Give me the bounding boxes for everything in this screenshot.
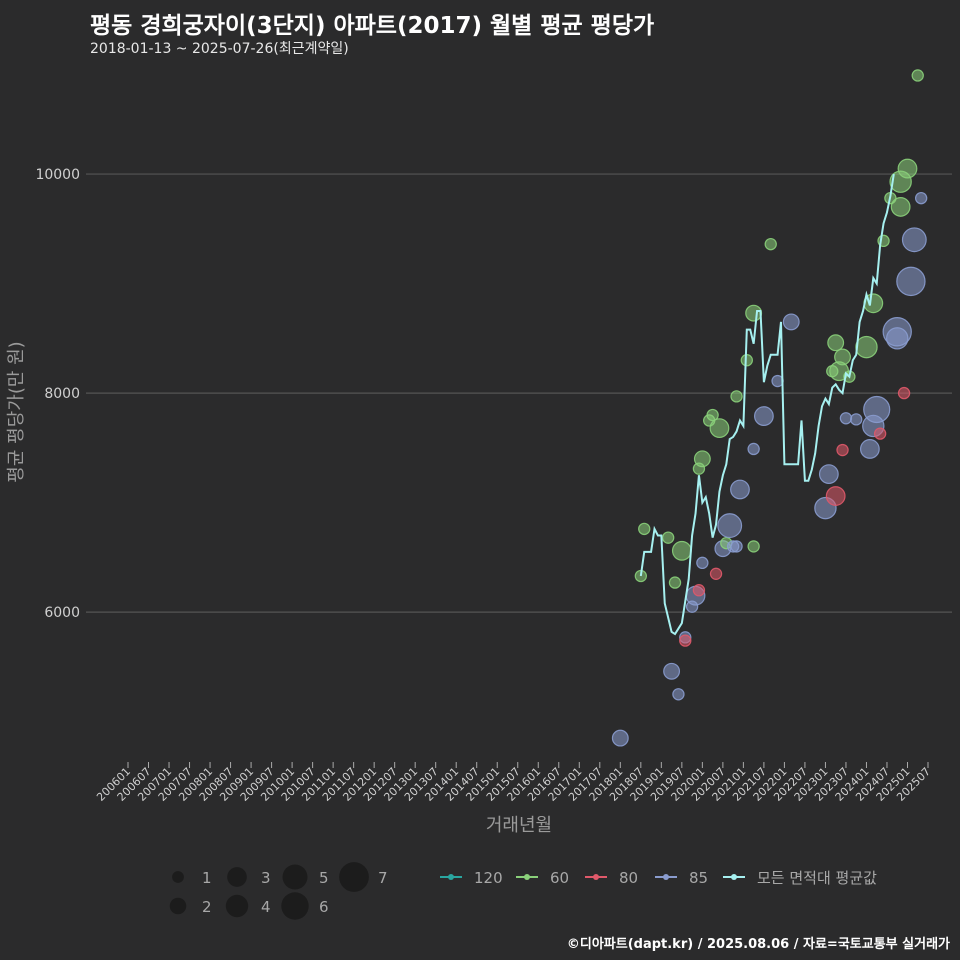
size-legend-dot bbox=[169, 897, 187, 915]
scatter-points bbox=[611, 69, 928, 747]
y-axis-title: 평균 평당가(만 원) bbox=[6, 341, 27, 482]
size-legend-label: 2 bbox=[202, 898, 212, 916]
point-area-60 bbox=[827, 334, 845, 352]
size-legend-label: 4 bbox=[261, 898, 271, 916]
legend-label-120: 120 bbox=[474, 869, 503, 887]
point-area-80 bbox=[873, 427, 887, 440]
point-area-85 bbox=[896, 266, 926, 297]
point-area-85 bbox=[730, 479, 750, 500]
point-area-60 bbox=[911, 69, 924, 82]
point-area-85 bbox=[782, 313, 800, 331]
average-line-group bbox=[639, 173, 895, 636]
point-area-60 bbox=[668, 576, 682, 589]
legend-label-80: 80 bbox=[619, 869, 638, 887]
legend-label-avg: 모든 면적대 평균값 bbox=[757, 869, 877, 887]
size-legend-dot bbox=[225, 894, 249, 918]
average-line bbox=[639, 173, 895, 636]
point-area-85 bbox=[753, 406, 774, 427]
point-area-60 bbox=[730, 390, 743, 403]
point-area-60 bbox=[834, 348, 851, 366]
point-area-85 bbox=[839, 412, 853, 425]
point-area-60 bbox=[890, 196, 911, 217]
size-legend-dot bbox=[282, 864, 308, 890]
point-area-60 bbox=[638, 522, 651, 536]
point-area-85 bbox=[818, 464, 839, 485]
point-area-80 bbox=[825, 486, 846, 506]
legend-dot-80 bbox=[593, 874, 599, 880]
chart-title: 평동 경희궁자이(3단지) 아파트(2017) 월별 평균 평당가 bbox=[90, 13, 655, 39]
x-axis-ticks: 2006012006072007012007072008012008072009… bbox=[94, 762, 933, 804]
point-area-60 bbox=[671, 540, 692, 561]
point-area-85 bbox=[863, 395, 891, 424]
legend-dot-60 bbox=[524, 874, 530, 880]
point-area-85 bbox=[611, 729, 629, 747]
point-area-60 bbox=[745, 304, 763, 322]
size-legend-label: 6 bbox=[319, 898, 329, 916]
size-legend-dot bbox=[172, 871, 184, 883]
point-area-85 bbox=[914, 191, 928, 205]
y-tick-label: 6000 bbox=[44, 605, 80, 621]
point-area-85 bbox=[882, 317, 912, 347]
x-axis-title: 거래년월 bbox=[486, 815, 552, 836]
size-legend-dot bbox=[227, 867, 247, 887]
point-area-85 bbox=[672, 688, 685, 701]
point-area-80 bbox=[897, 386, 911, 400]
point-area-60 bbox=[693, 450, 711, 468]
point-area-80 bbox=[692, 584, 706, 597]
grid-lines bbox=[86, 173, 952, 613]
point-area-80 bbox=[679, 634, 692, 647]
size-legend-label: 3 bbox=[261, 869, 271, 887]
point-area-85 bbox=[747, 442, 760, 456]
point-area-60 bbox=[764, 237, 777, 251]
point-area-60 bbox=[855, 335, 878, 359]
size-legend-label: 7 bbox=[378, 869, 388, 887]
point-area-85 bbox=[730, 540, 743, 553]
y-axis-ticks: 6000 8000 10000 bbox=[35, 167, 80, 621]
point-area-85 bbox=[850, 413, 863, 426]
size-legend: 1 2 3 4 5 6 7 bbox=[169, 862, 388, 920]
legend-label-85: 85 bbox=[689, 869, 708, 887]
point-area-60 bbox=[897, 158, 918, 179]
y-tick-label: 8000 bbox=[44, 386, 80, 402]
size-legend-dot bbox=[339, 862, 369, 892]
color-legend: 120 60 80 85 모든 면적대 평균값 bbox=[440, 869, 877, 887]
point-area-60 bbox=[709, 418, 730, 439]
legend-dot-85 bbox=[663, 874, 669, 880]
point-area-85 bbox=[717, 513, 743, 539]
point-area-80 bbox=[709, 567, 723, 580]
point-area-85 bbox=[901, 227, 927, 253]
legend-dot-120 bbox=[448, 874, 454, 880]
point-area-80 bbox=[836, 443, 849, 457]
point-area-60 bbox=[661, 531, 675, 544]
legend-label-60: 60 bbox=[550, 869, 569, 887]
source-caption: ©디아파트(dapt.kr) / 2025.08.06 / 자료=국토교통부 실… bbox=[566, 937, 950, 952]
point-area-60 bbox=[706, 408, 719, 422]
size-legend-label: 1 bbox=[202, 869, 212, 887]
point-area-60 bbox=[747, 540, 760, 553]
chart-subtitle: 2018-01-13 ~ 2025-07-26(최근계약일) bbox=[90, 41, 349, 57]
legend-dot-avg bbox=[731, 874, 737, 880]
size-legend-label: 5 bbox=[319, 869, 329, 887]
size-legend-dot bbox=[281, 892, 309, 920]
y-tick-label: 10000 bbox=[35, 167, 80, 183]
point-area-85 bbox=[859, 439, 880, 459]
point-area-85 bbox=[663, 662, 681, 680]
point-area-85 bbox=[696, 556, 709, 570]
